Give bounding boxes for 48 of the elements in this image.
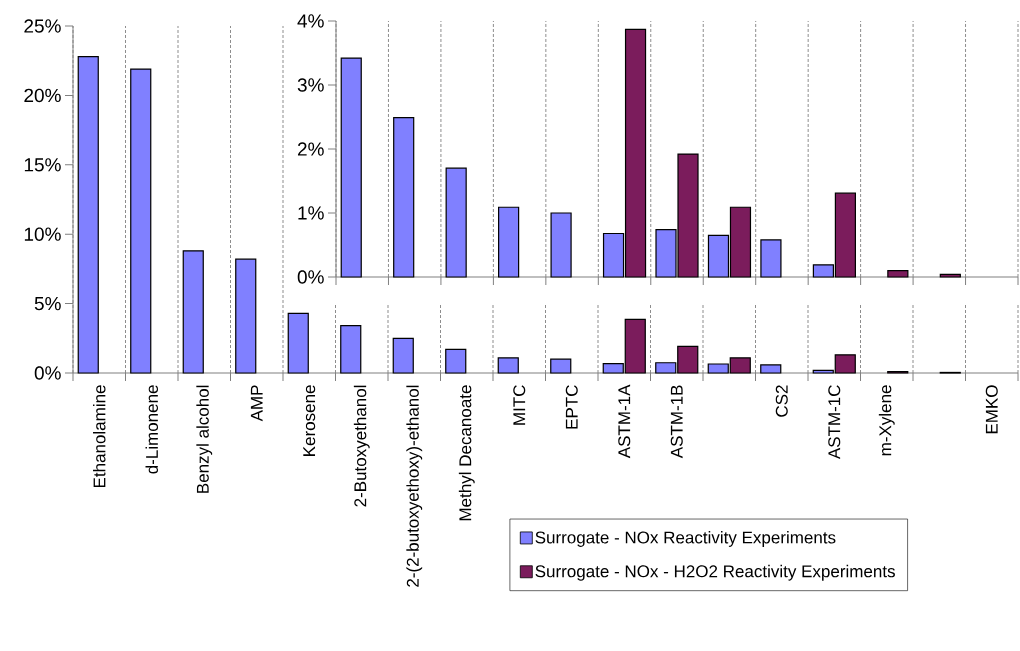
y-tick-label: 10% — [24, 227, 61, 241]
y-tick-label: 4% — [297, 14, 324, 28]
y-tick-label: 0% — [34, 366, 61, 380]
x-tick-label: ASTM-1B — [670, 385, 683, 459]
x-tick-label: EPTC — [565, 385, 578, 429]
y-tick-label: 25% — [24, 19, 61, 33]
y-tick-label: 2% — [297, 142, 324, 156]
x-tick-label: CS2 — [775, 385, 788, 417]
bar — [130, 68, 152, 374]
bar — [77, 55, 99, 374]
x-tick-label: 2-(2-butoxyethoxy)-ethanol — [406, 385, 423, 587]
legend-label: Surrogate - NOx Reactivity Experiments — [535, 531, 836, 547]
bar — [392, 337, 414, 374]
bar — [393, 117, 415, 278]
x-tick-label: Benzyl alcohol — [196, 385, 213, 493]
bar — [182, 250, 204, 374]
y-tick-label: 15% — [24, 158, 61, 172]
x-tick-label: 2-Butoxyethanol — [353, 385, 370, 507]
y-tick-label: 3% — [297, 78, 324, 92]
x-tick-label: MITC — [513, 385, 526, 425]
x-tick-label: d-Limonene — [145, 385, 158, 474]
bar — [287, 312, 309, 374]
bar — [235, 258, 257, 374]
y-tick-label: 1% — [298, 206, 324, 220]
bar — [760, 364, 782, 374]
bar — [550, 212, 572, 278]
bar — [340, 57, 362, 278]
bar — [550, 358, 572, 374]
y-tick-label: 0% — [297, 270, 324, 284]
x-tick-label: m-Xylene — [878, 385, 895, 456]
x-tick-label: Ethanolamine — [93, 385, 106, 488]
bar — [887, 270, 909, 278]
x-tick-label: Methyl Decanoate — [458, 385, 475, 521]
y-tick-label: 5% — [34, 296, 61, 311]
x-tick-label: ASTM-1C — [828, 385, 841, 460]
y-tick-label: 20% — [24, 88, 61, 103]
bar — [939, 273, 961, 278]
x-tick-label: ASTM-1A — [618, 384, 631, 459]
x-tick-label: EMKO — [985, 385, 998, 434]
bar — [445, 348, 467, 374]
x-tick-label: Kerosene — [303, 385, 316, 456]
x-tick-label: AMP — [250, 385, 263, 422]
legend-label: Surrogate - NOx - H2O2 Reactivity Experiments — [535, 564, 895, 581]
bar — [445, 167, 467, 278]
bar — [340, 324, 362, 374]
bar — [498, 206, 520, 278]
bar — [497, 357, 519, 374]
bar — [760, 239, 782, 278]
